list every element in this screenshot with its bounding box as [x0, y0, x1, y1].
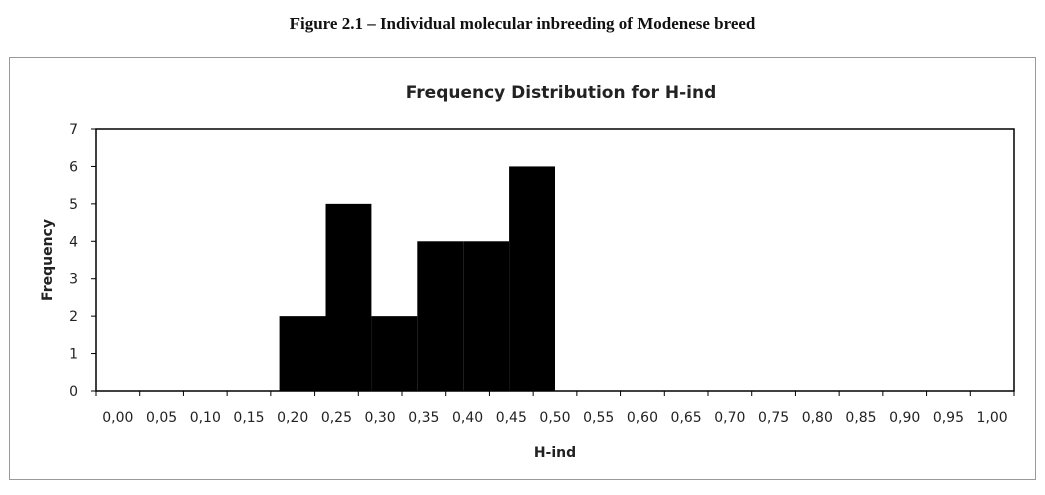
x-tick-label: 0,25 — [321, 410, 352, 426]
x-tick-label: 0,85 — [845, 410, 876, 426]
x-tick-label: 0,20 — [277, 410, 308, 426]
x-axis: 0,00 0,05 0,10 0,15 0,20 0,25 0,30 0,35 0,40 0,45… — [95, 391, 1015, 426]
y-tick-label: 4 — [69, 234, 78, 250]
x-tick-label: 0,95 — [933, 410, 964, 426]
histogram-bar-0 — [279, 316, 326, 391]
histogram-bar-4 — [463, 241, 510, 391]
x-tick-label: 0,30 — [365, 410, 396, 426]
y-axis-label: Frequency — [40, 219, 56, 301]
y-tick-label: 1 — [69, 347, 78, 363]
y-tick-label: 7 — [69, 122, 78, 138]
bars-group — [279, 166, 555, 391]
x-tick-label: 0,80 — [802, 410, 833, 426]
y-tick-label: 6 — [69, 159, 78, 175]
x-tick-label: 0,65 — [671, 410, 702, 426]
plot-area — [95, 128, 1015, 392]
chart-title: Frequency Distribution for H-ind — [406, 83, 717, 103]
x-tick-label: 0,75 — [758, 410, 789, 426]
x-axis-label: H-ind — [534, 445, 576, 461]
y-axis: 0 1 2 3 4 5 6 7 — [69, 122, 96, 400]
figure-caption: Figure 2.1 – Individual molecular inbree… — [289, 14, 756, 33]
y-tick-label: 3 — [69, 272, 78, 288]
x-tick-label: 1,00 — [977, 410, 1008, 426]
histogram-bar-3 — [417, 241, 464, 391]
histogram-bar-5 — [509, 166, 555, 391]
histogram-bar-1 — [325, 203, 372, 391]
histogram-bar-2 — [371, 316, 418, 391]
y-tick-label: 0 — [69, 384, 78, 400]
x-tick-label: 0,35 — [408, 410, 439, 426]
x-tick-label: 0,40 — [452, 410, 483, 426]
x-tick-label: 0,50 — [539, 410, 570, 426]
x-tick-label: 0,90 — [889, 410, 920, 426]
x-tick-label: 0,10 — [190, 410, 221, 426]
x-tick-label: 0,45 — [496, 410, 527, 426]
y-tick-label: 5 — [69, 197, 78, 213]
x-tick-label: 0,05 — [146, 410, 177, 426]
x-tick-label: 0,70 — [714, 410, 745, 426]
x-tick-label: 0,60 — [627, 410, 658, 426]
x-tick-label: 0,55 — [583, 410, 614, 426]
x-tick-label: 0,15 — [233, 410, 264, 426]
x-tick-label: 0,00 — [102, 410, 133, 426]
y-tick-label: 2 — [69, 309, 78, 325]
